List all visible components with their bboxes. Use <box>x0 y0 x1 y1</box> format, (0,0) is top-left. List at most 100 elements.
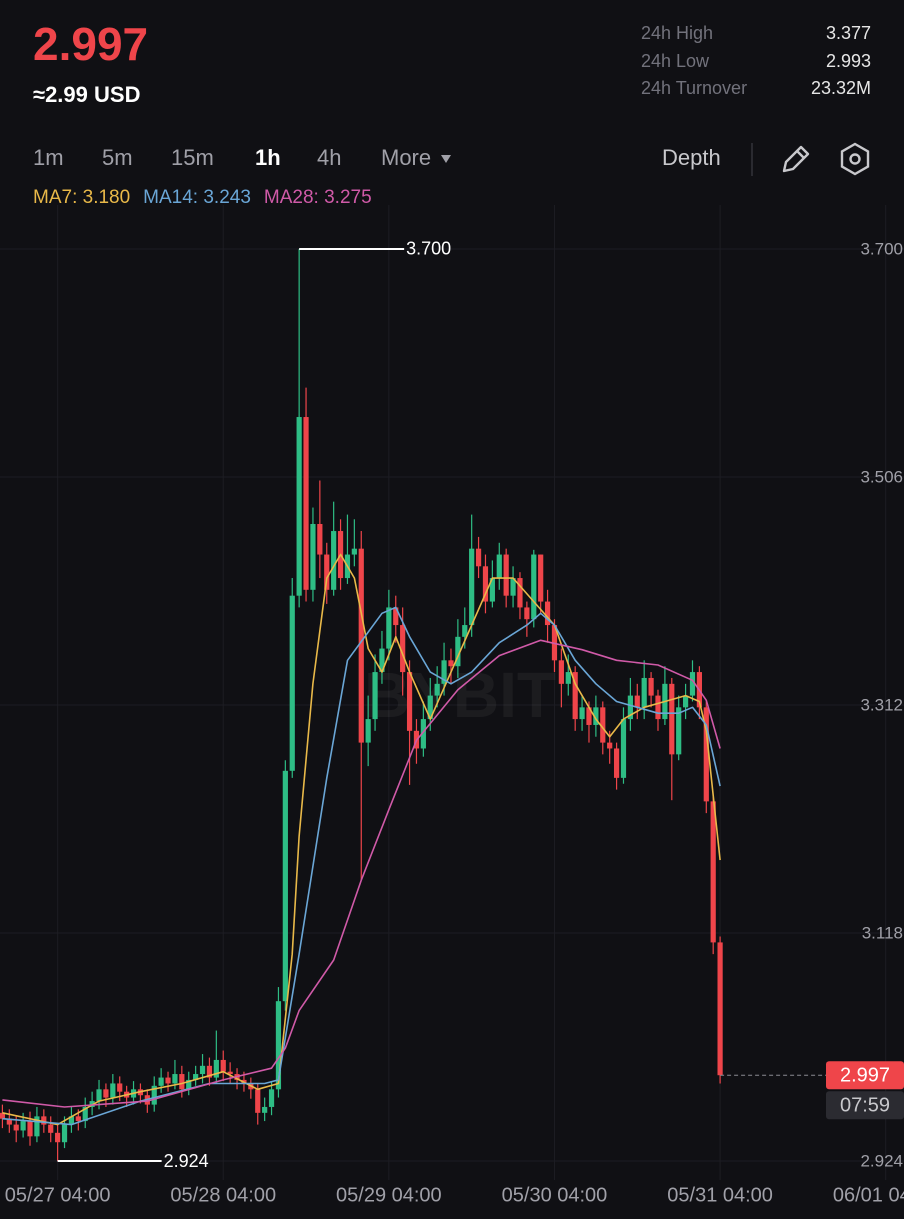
y-tick-label: 3.118 <box>862 923 903 942</box>
candle-body <box>462 625 468 637</box>
stat-value: 3.377 <box>826 23 871 43</box>
candle-body <box>110 1083 116 1098</box>
interval-tabs: 1m 5m 15m 1h 4h More <box>33 145 431 170</box>
candle-body <box>613 748 620 778</box>
candle-body <box>296 417 302 596</box>
candle-body <box>510 578 516 596</box>
candle-body <box>158 1077 164 1086</box>
candle-body <box>469 548 475 626</box>
candle-body <box>503 554 509 596</box>
candle-body <box>620 719 627 778</box>
candle-body <box>6 1118 12 1125</box>
candle-body <box>55 1132 61 1143</box>
high-label: 3.700 <box>406 239 451 259</box>
candle-body <box>455 636 461 667</box>
candle-body <box>689 672 696 696</box>
candle-body <box>586 707 592 725</box>
stat-label: 24h High <box>641 23 713 43</box>
candle-body <box>289 595 295 771</box>
candle-body <box>303 417 309 590</box>
candle-body <box>538 554 544 602</box>
candle-body <box>475 548 482 567</box>
candle-body <box>558 660 564 684</box>
candle-body <box>317 523 323 555</box>
candle-body <box>172 1074 178 1084</box>
candle-body <box>75 1116 81 1122</box>
candle-body <box>648 677 654 696</box>
legend-entry: MA7: 3.180 <box>33 187 130 208</box>
candle-body <box>517 578 523 608</box>
candle-body <box>310 523 316 590</box>
candle-body <box>441 660 447 684</box>
candle-body <box>199 1065 206 1075</box>
candle-body <box>669 683 675 755</box>
candle-body <box>524 607 530 620</box>
candle-body <box>420 719 426 749</box>
candle-body <box>193 1074 199 1080</box>
candle-body <box>48 1124 54 1133</box>
countdown-tag <box>826 1091 904 1120</box>
candle-body <box>434 683 440 696</box>
candle-body <box>82 1106 88 1122</box>
candle-body <box>579 707 585 720</box>
x-tick-label: 05/27 04:00 <box>5 1184 111 1206</box>
moving-average-line <box>2 639 721 1108</box>
candle-body <box>717 942 723 1076</box>
y-tick-label: 2.924 <box>860 1152 903 1171</box>
stat-label: 24h Turnover <box>641 78 747 98</box>
candle-body <box>406 672 413 731</box>
interval-tab[interactable]: 4h <box>317 145 341 170</box>
watermark: BYBIT <box>364 659 556 731</box>
candle-body <box>282 770 288 1002</box>
candle-body <box>324 554 330 590</box>
candle-body <box>393 607 399 626</box>
x-tick-label: 05/31 04:00 <box>667 1184 773 1206</box>
interval-tab[interactable]: 5m <box>102 145 133 170</box>
plot-area: 05/27 04:00 05/28 04:00 05/29 04:00 05/30 0… <box>0 205 904 1206</box>
interval-tab[interactable]: More <box>381 145 431 170</box>
candle-body <box>655 695 661 720</box>
candle-body <box>531 554 537 620</box>
candle-body <box>482 566 489 602</box>
candle-body <box>607 742 613 749</box>
candle-body <box>89 1101 95 1107</box>
draw-tool-icon[interactable] <box>782 145 810 173</box>
interval-tab[interactable]: 15m <box>171 145 214 170</box>
candle-body <box>34 1116 40 1137</box>
candle-body <box>427 695 433 720</box>
candle-body <box>634 695 640 708</box>
candle-body <box>676 707 682 755</box>
candle-body <box>627 695 633 720</box>
candle-body <box>351 548 357 555</box>
low-label: 2.924 <box>164 1151 209 1171</box>
x-tick-label: 05/30 04:00 <box>502 1184 608 1206</box>
candle-body <box>13 1124 19 1131</box>
candle-body <box>372 672 378 720</box>
stat-value: 2.993 <box>826 51 871 71</box>
candle-body <box>268 1089 275 1107</box>
candle-body <box>0 1112 6 1119</box>
candle-body <box>710 801 716 943</box>
interval-tab[interactable]: 1h <box>255 145 281 170</box>
candle-body <box>682 695 689 708</box>
candle-body <box>61 1124 68 1143</box>
legend-entry: MA28: 3.275 <box>264 187 372 208</box>
y-tick-label: 3.312 <box>860 695 903 714</box>
x-tick-label: 06/01 04:00 <box>833 1184 904 1206</box>
legend: MA7: 3.180 MA14: 3.243 MA28: 3.275 <box>33 187 372 208</box>
candle-body <box>400 625 406 673</box>
candle-body <box>165 1077 171 1084</box>
x-tick-label: 05/29 04:00 <box>336 1184 442 1206</box>
interval-tab[interactable]: 1m <box>33 145 64 170</box>
countdown-label: 07:59 <box>840 1095 890 1117</box>
legend-entry: MA14: 3.243 <box>143 187 251 208</box>
candle-body <box>206 1065 213 1078</box>
candle-body <box>565 672 571 684</box>
candle-body <box>593 707 599 725</box>
depth-button[interactable]: Depth <box>662 145 721 170</box>
candle-body <box>117 1083 123 1092</box>
settings-icon[interactable] <box>840 142 870 176</box>
stat-label: 24h Low <box>641 51 710 71</box>
moving-average-line <box>2 606 721 1126</box>
